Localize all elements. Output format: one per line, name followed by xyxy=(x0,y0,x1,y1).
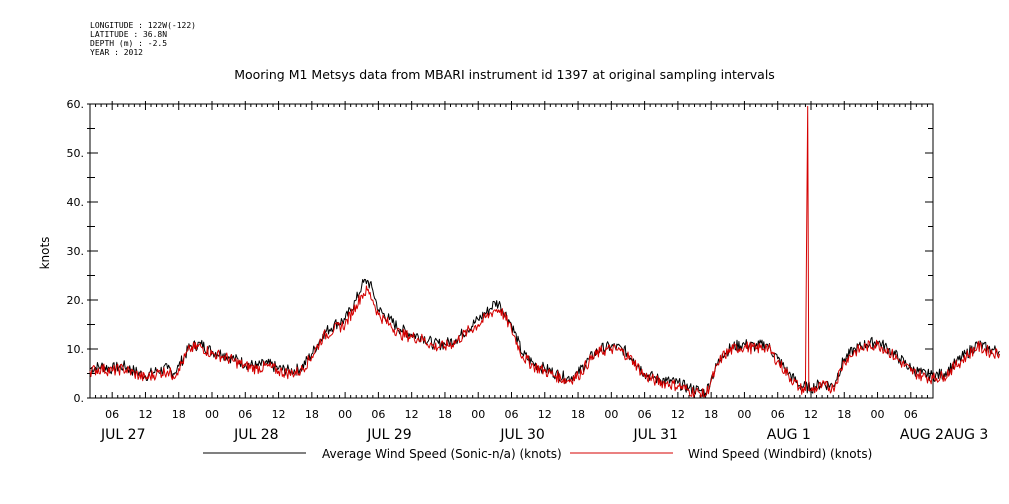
x-hour-label: 06 xyxy=(904,408,918,421)
x-hour-label: 12 xyxy=(804,408,818,421)
x-hour-label: 00 xyxy=(604,408,618,421)
header-year: YEAR : 2012 xyxy=(90,48,143,57)
x-hour-label: 06 xyxy=(771,408,785,421)
y-tick-label: 10. xyxy=(67,343,85,356)
y-tick-label: 0. xyxy=(74,392,85,405)
header-depth: DEPTH (m) : -2.5 xyxy=(90,39,168,48)
y-tick-label: 50. xyxy=(67,147,85,160)
x-hour-label: 18 xyxy=(172,408,186,421)
y-tick-label: 40. xyxy=(67,196,85,209)
x-day-label: AUG 2 xyxy=(900,427,944,443)
y-axis-label: knots xyxy=(38,237,52,270)
chart-title: Mooring M1 Metsys data from MBARI instru… xyxy=(234,67,775,82)
header-longitude: LONGITUDE : 122W(-122) xyxy=(90,21,196,30)
x-day-label: JUL 27 xyxy=(100,427,145,443)
metadata-header: LONGITUDE : 122W(-122) LATITUDE : 36.8N … xyxy=(90,21,196,57)
x-day-label: AUG 1 xyxy=(767,427,811,443)
x-hour-label: 06 xyxy=(638,408,652,421)
x-hour-label: 06 xyxy=(371,408,385,421)
x-day-label: JUL 29 xyxy=(366,427,411,443)
series-line-average xyxy=(89,278,1000,398)
legend: Average Wind Speed (Sonic-n/a) (knots) W… xyxy=(203,447,872,461)
x-hour-label: 12 xyxy=(138,408,152,421)
x-hour-label: 00 xyxy=(871,408,885,421)
x-hour-label: 06 xyxy=(238,408,252,421)
x-day-label: JUL 31 xyxy=(632,427,677,443)
x-hour-label: 00 xyxy=(471,408,485,421)
x-hour-label: 00 xyxy=(205,408,219,421)
x-hour-label: 12 xyxy=(671,408,685,421)
legend-label-windbird: Wind Speed (Windbird) (knots) xyxy=(688,447,872,461)
x-day-label: AUG 3 xyxy=(944,427,988,443)
x-hour-label: 12 xyxy=(272,408,286,421)
x-hour-label: 18 xyxy=(305,408,319,421)
chart-axes: 0. 10. 20. 30. 40. 50. 60. 06 12 18 00 06 12 18 00 06 12… xyxy=(67,98,989,443)
x-hour-label: 18 xyxy=(571,408,585,421)
x-hour-label: 00 xyxy=(338,408,352,421)
header-latitude: LATITUDE : 36.8N xyxy=(90,30,168,39)
x-hour-label: 18 xyxy=(704,408,718,421)
x-hour-label: 06 xyxy=(505,408,519,421)
x-day-label: JUL 28 xyxy=(233,427,278,443)
y-tick-label: 60. xyxy=(67,98,85,111)
x-hour-label: 18 xyxy=(837,408,851,421)
x-hour-label: 12 xyxy=(405,408,419,421)
x-hour-label: 12 xyxy=(538,408,552,421)
x-day-label: JUL 30 xyxy=(499,427,544,443)
legend-label-average: Average Wind Speed (Sonic-n/a) (knots) xyxy=(322,447,562,461)
x-hour-label: 06 xyxy=(105,408,119,421)
series-layer xyxy=(89,105,1001,398)
x-hour-label: 18 xyxy=(438,408,452,421)
y-tick-label: 20. xyxy=(67,294,85,307)
series-line-windbird xyxy=(89,105,1001,398)
y-tick-label: 30. xyxy=(67,245,85,258)
x-hour-label: 00 xyxy=(737,408,751,421)
